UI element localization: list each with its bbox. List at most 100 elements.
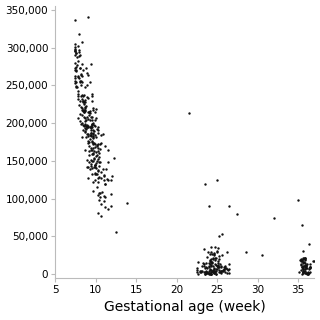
Point <box>87 124 92 129</box>
Point <box>299 262 304 268</box>
Point <box>302 255 308 260</box>
Point <box>86 143 92 148</box>
Point <box>73 46 78 51</box>
Point <box>97 194 102 199</box>
Point <box>203 260 208 265</box>
Point <box>203 269 208 274</box>
Point <box>79 104 84 109</box>
Point <box>243 249 248 254</box>
Point <box>92 129 97 134</box>
Point <box>197 269 202 275</box>
Point <box>223 266 228 271</box>
Point <box>300 271 305 276</box>
Point <box>98 176 103 181</box>
Point <box>99 214 104 219</box>
Point <box>300 269 305 274</box>
Point <box>79 106 84 111</box>
Point <box>207 265 212 270</box>
Point <box>300 269 305 275</box>
Point <box>227 204 232 209</box>
Point <box>82 100 87 105</box>
Point <box>208 271 213 276</box>
Point <box>86 109 91 114</box>
Point <box>307 265 312 270</box>
Point <box>91 135 96 140</box>
Point <box>88 62 93 67</box>
Point <box>93 160 98 165</box>
Point <box>89 131 94 136</box>
Point <box>303 263 308 268</box>
Point <box>216 263 221 268</box>
Point <box>204 266 210 271</box>
Point <box>95 167 100 172</box>
Point <box>99 140 104 146</box>
Point <box>85 175 90 180</box>
Point <box>92 162 98 167</box>
Point <box>91 158 96 164</box>
Point <box>91 140 96 145</box>
Point <box>76 96 81 101</box>
Point <box>213 263 218 268</box>
Point <box>83 104 88 109</box>
Point <box>91 164 96 169</box>
Point <box>92 117 97 122</box>
Point <box>198 269 203 274</box>
Point <box>302 271 308 276</box>
Point <box>81 100 86 105</box>
Point <box>91 141 96 146</box>
Point <box>95 149 100 154</box>
Point <box>207 271 212 276</box>
Point <box>93 166 99 171</box>
Point <box>87 159 92 164</box>
Point <box>202 264 207 269</box>
Point <box>91 141 96 146</box>
Point <box>77 102 82 107</box>
Point <box>94 153 99 158</box>
Point <box>94 116 99 121</box>
Point <box>210 260 215 265</box>
Point <box>105 159 110 164</box>
Point <box>73 60 78 66</box>
Point <box>83 126 88 131</box>
Point <box>299 261 304 266</box>
Point <box>84 95 89 100</box>
Point <box>78 111 83 116</box>
Point <box>300 263 306 268</box>
Point <box>84 164 89 169</box>
Point <box>95 175 100 180</box>
Point <box>75 59 80 64</box>
Point <box>88 132 93 137</box>
Point <box>300 266 306 271</box>
Point <box>88 115 93 120</box>
Point <box>200 261 205 266</box>
Point <box>97 150 102 155</box>
Point <box>91 108 96 113</box>
Point <box>211 269 216 274</box>
Point <box>92 141 97 147</box>
Point <box>212 262 217 267</box>
Point <box>96 210 101 215</box>
Point <box>209 260 214 265</box>
Point <box>209 262 214 268</box>
Point <box>301 259 306 264</box>
Point <box>209 271 214 276</box>
Point <box>92 144 97 149</box>
Point <box>301 256 307 261</box>
Point <box>73 66 78 71</box>
Point <box>211 251 216 256</box>
Point <box>200 269 205 274</box>
Point <box>96 141 101 146</box>
Point <box>86 15 91 20</box>
Point <box>311 259 316 264</box>
Point <box>297 257 302 262</box>
Point <box>307 271 312 276</box>
Point <box>297 270 302 275</box>
Point <box>102 194 107 199</box>
Point <box>300 257 306 262</box>
Point <box>214 271 219 276</box>
Point <box>205 249 211 254</box>
Point <box>100 189 105 194</box>
Point <box>208 251 213 256</box>
Point <box>218 269 223 274</box>
Point <box>306 269 311 274</box>
